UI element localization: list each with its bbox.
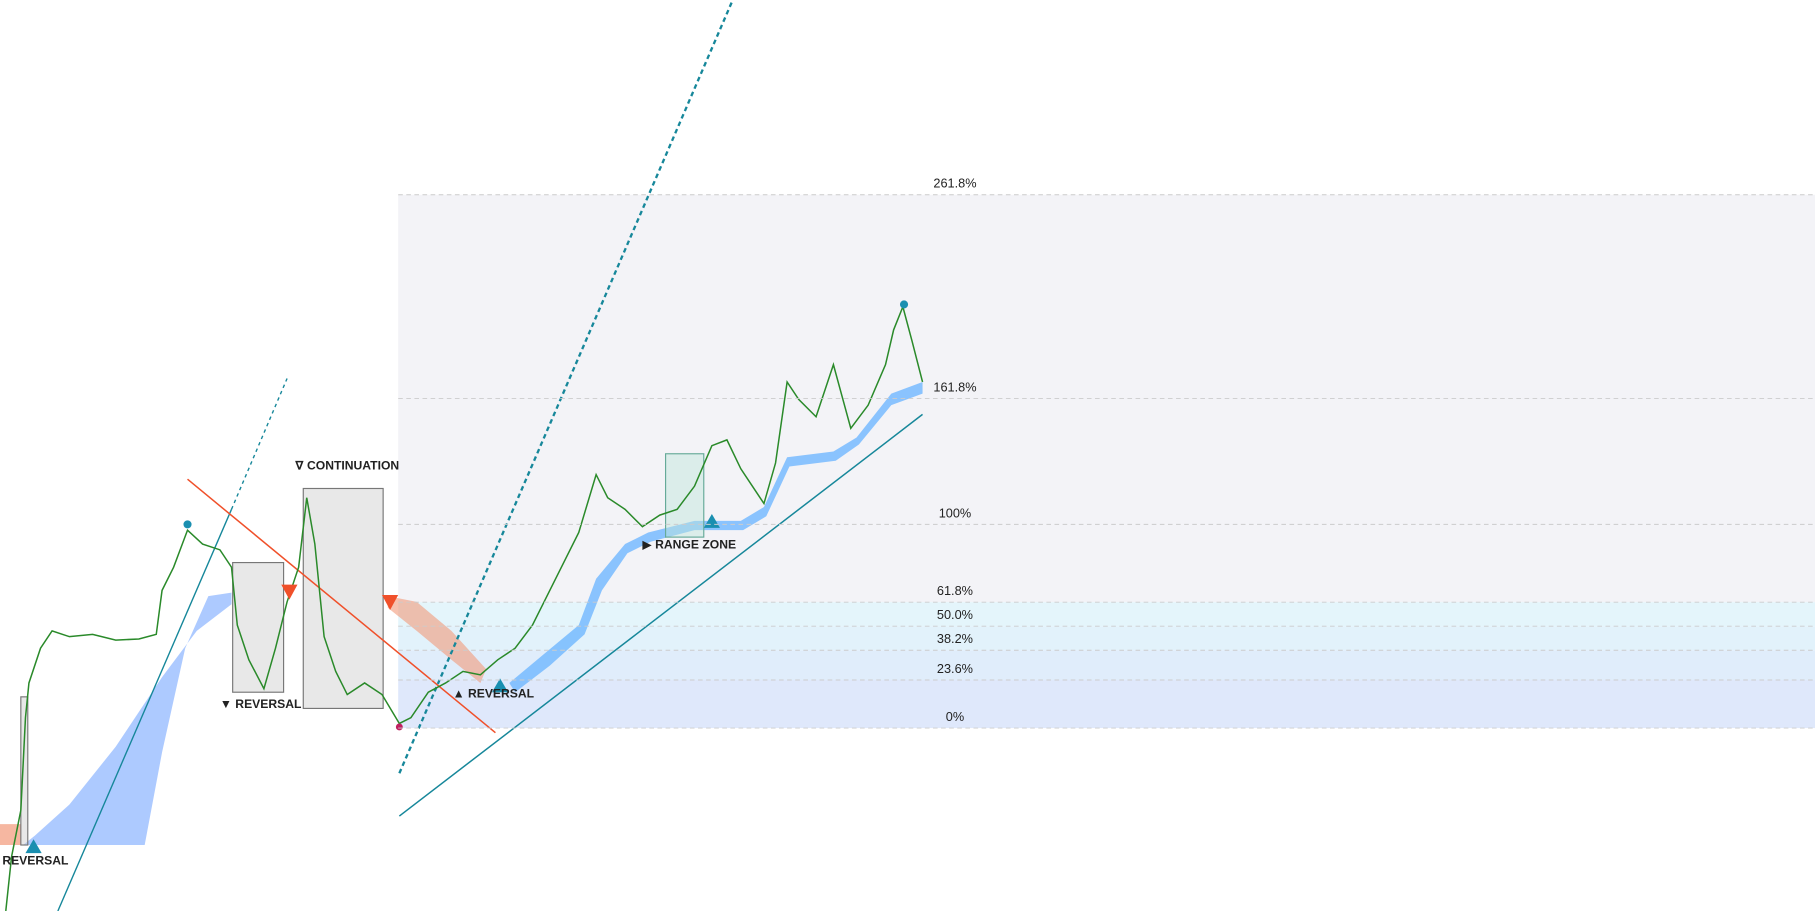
fib-band [398,626,1815,651]
fib-band [398,398,1815,525]
fib-label: 38.2% [937,631,973,646]
fib-label: 0% [946,709,964,724]
annotation: REVERSAL [2,853,69,867]
annotation: ▶ RANGE ZONE [642,537,736,551]
fib-label: 100% [939,505,972,520]
fib-band [398,679,1815,729]
annotation: ▼ REVERSAL [220,697,302,711]
annotation: ▲ REVERSAL [453,687,535,701]
annotation: ∇ CONTINUATION [295,459,399,473]
price-line [5,304,924,911]
fib-label: 61.8% [937,583,973,598]
fib-band [398,194,1815,399]
fib-levels: 261.8% 161.8% 100% 61.8% 50.0% 38.2% 23.6% 0% [398,176,1815,729]
fib-label: 261.8% [933,176,976,191]
fib-band [398,524,1815,603]
fib-label: 161.8% [933,379,976,394]
fib-label: 50.0% [937,607,973,622]
fib-band [398,602,1815,627]
zone-box [20,453,705,846]
fib-band [398,650,1815,680]
fib-label: 23.6% [937,661,973,676]
annotations: REVERSAL ▼ REVERSAL ∇ CONTINUATION ▲ REVERS… [2,459,736,868]
fib-zone [398,194,1815,729]
trend-line [57,0,924,911]
